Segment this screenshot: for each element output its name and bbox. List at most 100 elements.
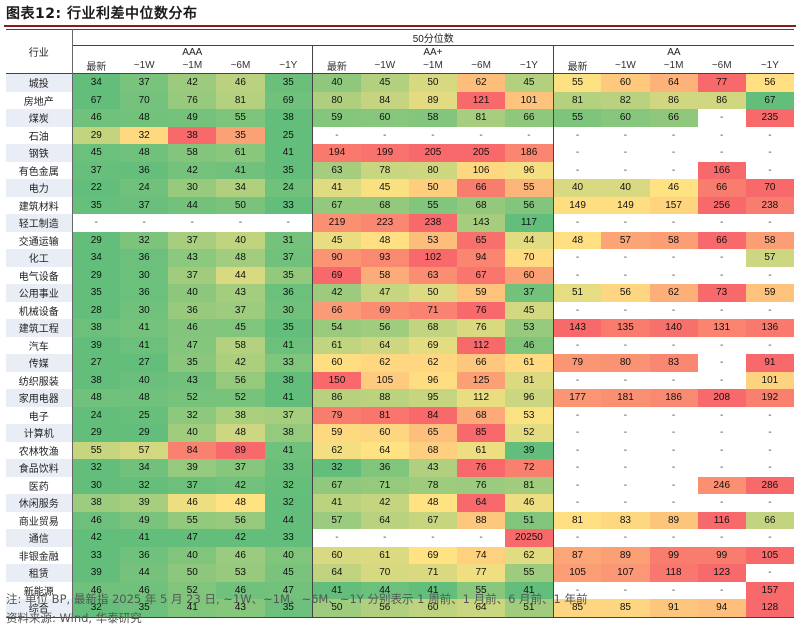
heatmap-cell: 41 — [264, 144, 313, 162]
heatmap-cell: 43 — [216, 284, 265, 302]
heatmap-cell: 150 — [312, 371, 361, 389]
heatmap-cell: 38 — [264, 109, 313, 127]
heatmap-cell: 84 — [168, 441, 217, 459]
heatmap-cell: 76 — [168, 91, 217, 109]
heatmap-cell: - — [601, 424, 650, 442]
heatmap-cell: 60 — [601, 109, 650, 127]
heatmap-cell: 35 — [264, 73, 313, 92]
heatmap-cell: - — [745, 266, 795, 284]
heatmap-cell: 60 — [360, 109, 409, 127]
heatmap-cell: 99 — [697, 546, 746, 564]
heatmap-cell: - — [745, 494, 795, 512]
heatmap-cell: 46 — [505, 494, 554, 512]
heatmap-cell: - — [745, 406, 795, 424]
heatmap-cell: - — [745, 564, 795, 582]
heatmap-cell: 30 — [264, 301, 313, 319]
heatmap-cell: 44 — [216, 266, 265, 284]
table-row: 医药 30 32 37 42 32 67 71 78 76 81- - -246 286 — [6, 476, 795, 494]
heatmap-cell: 136 — [745, 319, 795, 337]
heatmap-cell: 66 — [457, 354, 506, 372]
heatmap-cell: 55 — [552, 109, 602, 127]
heatmap-cell: 69 — [360, 301, 409, 319]
heatmap-cell: 89 — [649, 511, 698, 529]
heatmap-cell: 85 — [601, 599, 650, 618]
period-header: ~1Y — [745, 58, 795, 74]
heatmap-cell: 61 — [505, 354, 554, 372]
heatmap-cell: 40 — [168, 284, 217, 302]
heatmap-cell: 39 — [505, 441, 554, 459]
heatmap-cell: 61 — [457, 441, 506, 459]
chart-title: 图表12: 行业利差中位数分布 — [6, 6, 198, 22]
heatmap-cell: - — [745, 214, 795, 232]
industry-label: 通信 — [6, 529, 73, 547]
heatmap-cell: 70 — [360, 564, 409, 582]
heatmap-cell: 40 — [168, 424, 217, 442]
heatmap-cell: 52 — [168, 389, 217, 407]
industry-label: 机械设备 — [6, 301, 73, 319]
heatmap-cell: 37 — [168, 476, 217, 494]
table-row: 食品饮料 32 34 39 37 33 32 36 43 76 72- - - - - — [6, 459, 795, 477]
heatmap-cell: 46 — [168, 319, 217, 337]
period-header: ~1M — [408, 58, 457, 74]
heatmap-cell: 45 — [505, 73, 554, 92]
heatmap-cell: 81 — [216, 91, 265, 109]
heatmap-cell: 82 — [601, 91, 650, 109]
heatmap-cell: 106 — [457, 161, 506, 179]
heatmap-cell: 27 — [72, 354, 121, 372]
heatmap-cell: - — [649, 441, 698, 459]
heatmap-cell: - — [697, 371, 746, 389]
heatmap-cell: 67 — [312, 196, 361, 214]
heatmap-cell: 48 — [72, 389, 121, 407]
heatmap-cell: - — [601, 406, 650, 424]
industry-label: 农林牧渔 — [6, 441, 73, 459]
heatmap-cell: - — [745, 459, 795, 477]
heatmap-cell: 143 — [457, 214, 506, 232]
heatmap-cell: 86 — [697, 91, 746, 109]
heatmap-cell: 39 — [120, 494, 169, 512]
heatmap-cell: 20250 — [505, 529, 554, 547]
heatmap-cell: 37 — [216, 459, 265, 477]
heatmap-cell: 56 — [360, 319, 409, 337]
heatmap-cell: 64 — [649, 73, 698, 92]
heatmap-cell: 57 — [601, 231, 650, 249]
heatmap-cell: 47 — [168, 529, 217, 547]
heatmap-cell: 58 — [745, 231, 795, 249]
heatmap-cell: 177 — [552, 389, 602, 407]
heatmap-cell: 36 — [360, 459, 409, 477]
industry-label: 汽车 — [6, 336, 73, 354]
industry-label: 建筑工程 — [6, 319, 73, 337]
heatmap-cell: 64 — [360, 511, 409, 529]
heatmap-cell: 86 — [649, 91, 698, 109]
heatmap-cell: 22 — [72, 179, 121, 197]
heatmap-cell: 149 — [552, 196, 602, 214]
heatmap-cell: 46 — [120, 581, 169, 599]
heatmap-cell: 60 — [312, 546, 361, 564]
heatmap-cell: 24 — [72, 406, 121, 424]
heatmap-cell: 70 — [745, 179, 795, 197]
industry-label: 钢铁 — [6, 144, 73, 162]
heatmap-cell: - — [649, 459, 698, 477]
heatmap-cell: 49 — [120, 511, 169, 529]
heatmap-cell: 33 — [264, 196, 313, 214]
heatmap-cell: 140 — [649, 319, 698, 337]
heatmap-cell: 45 — [72, 144, 121, 162]
heatmap-cell: 58 — [168, 144, 217, 162]
heatmap-cell: 48 — [120, 109, 169, 127]
heatmap-cell: 29 — [120, 424, 169, 442]
heatmap-cell: 62 — [649, 284, 698, 302]
heatmap-cell: 63 — [408, 266, 457, 284]
period-header: 最新 — [552, 58, 602, 74]
heatmap-cell: 83 — [649, 354, 698, 372]
heatmap-cell: 194 — [312, 144, 361, 162]
heatmap-cell: 65 — [457, 231, 506, 249]
heatmap-cell: 58 — [649, 231, 698, 249]
heatmap-cell: 48 — [360, 231, 409, 249]
heatmap-cell: 36 — [120, 249, 169, 267]
heatmap-cell: 38 — [72, 319, 121, 337]
heatmap-cell: 40 — [216, 231, 265, 249]
industry-label: 租赁 — [6, 564, 73, 582]
heatmap-cell: 24 — [264, 179, 313, 197]
heatmap-cell: - — [697, 214, 746, 232]
heatmap-cell: 67 — [72, 91, 121, 109]
heatmap-cell: 36 — [120, 284, 169, 302]
